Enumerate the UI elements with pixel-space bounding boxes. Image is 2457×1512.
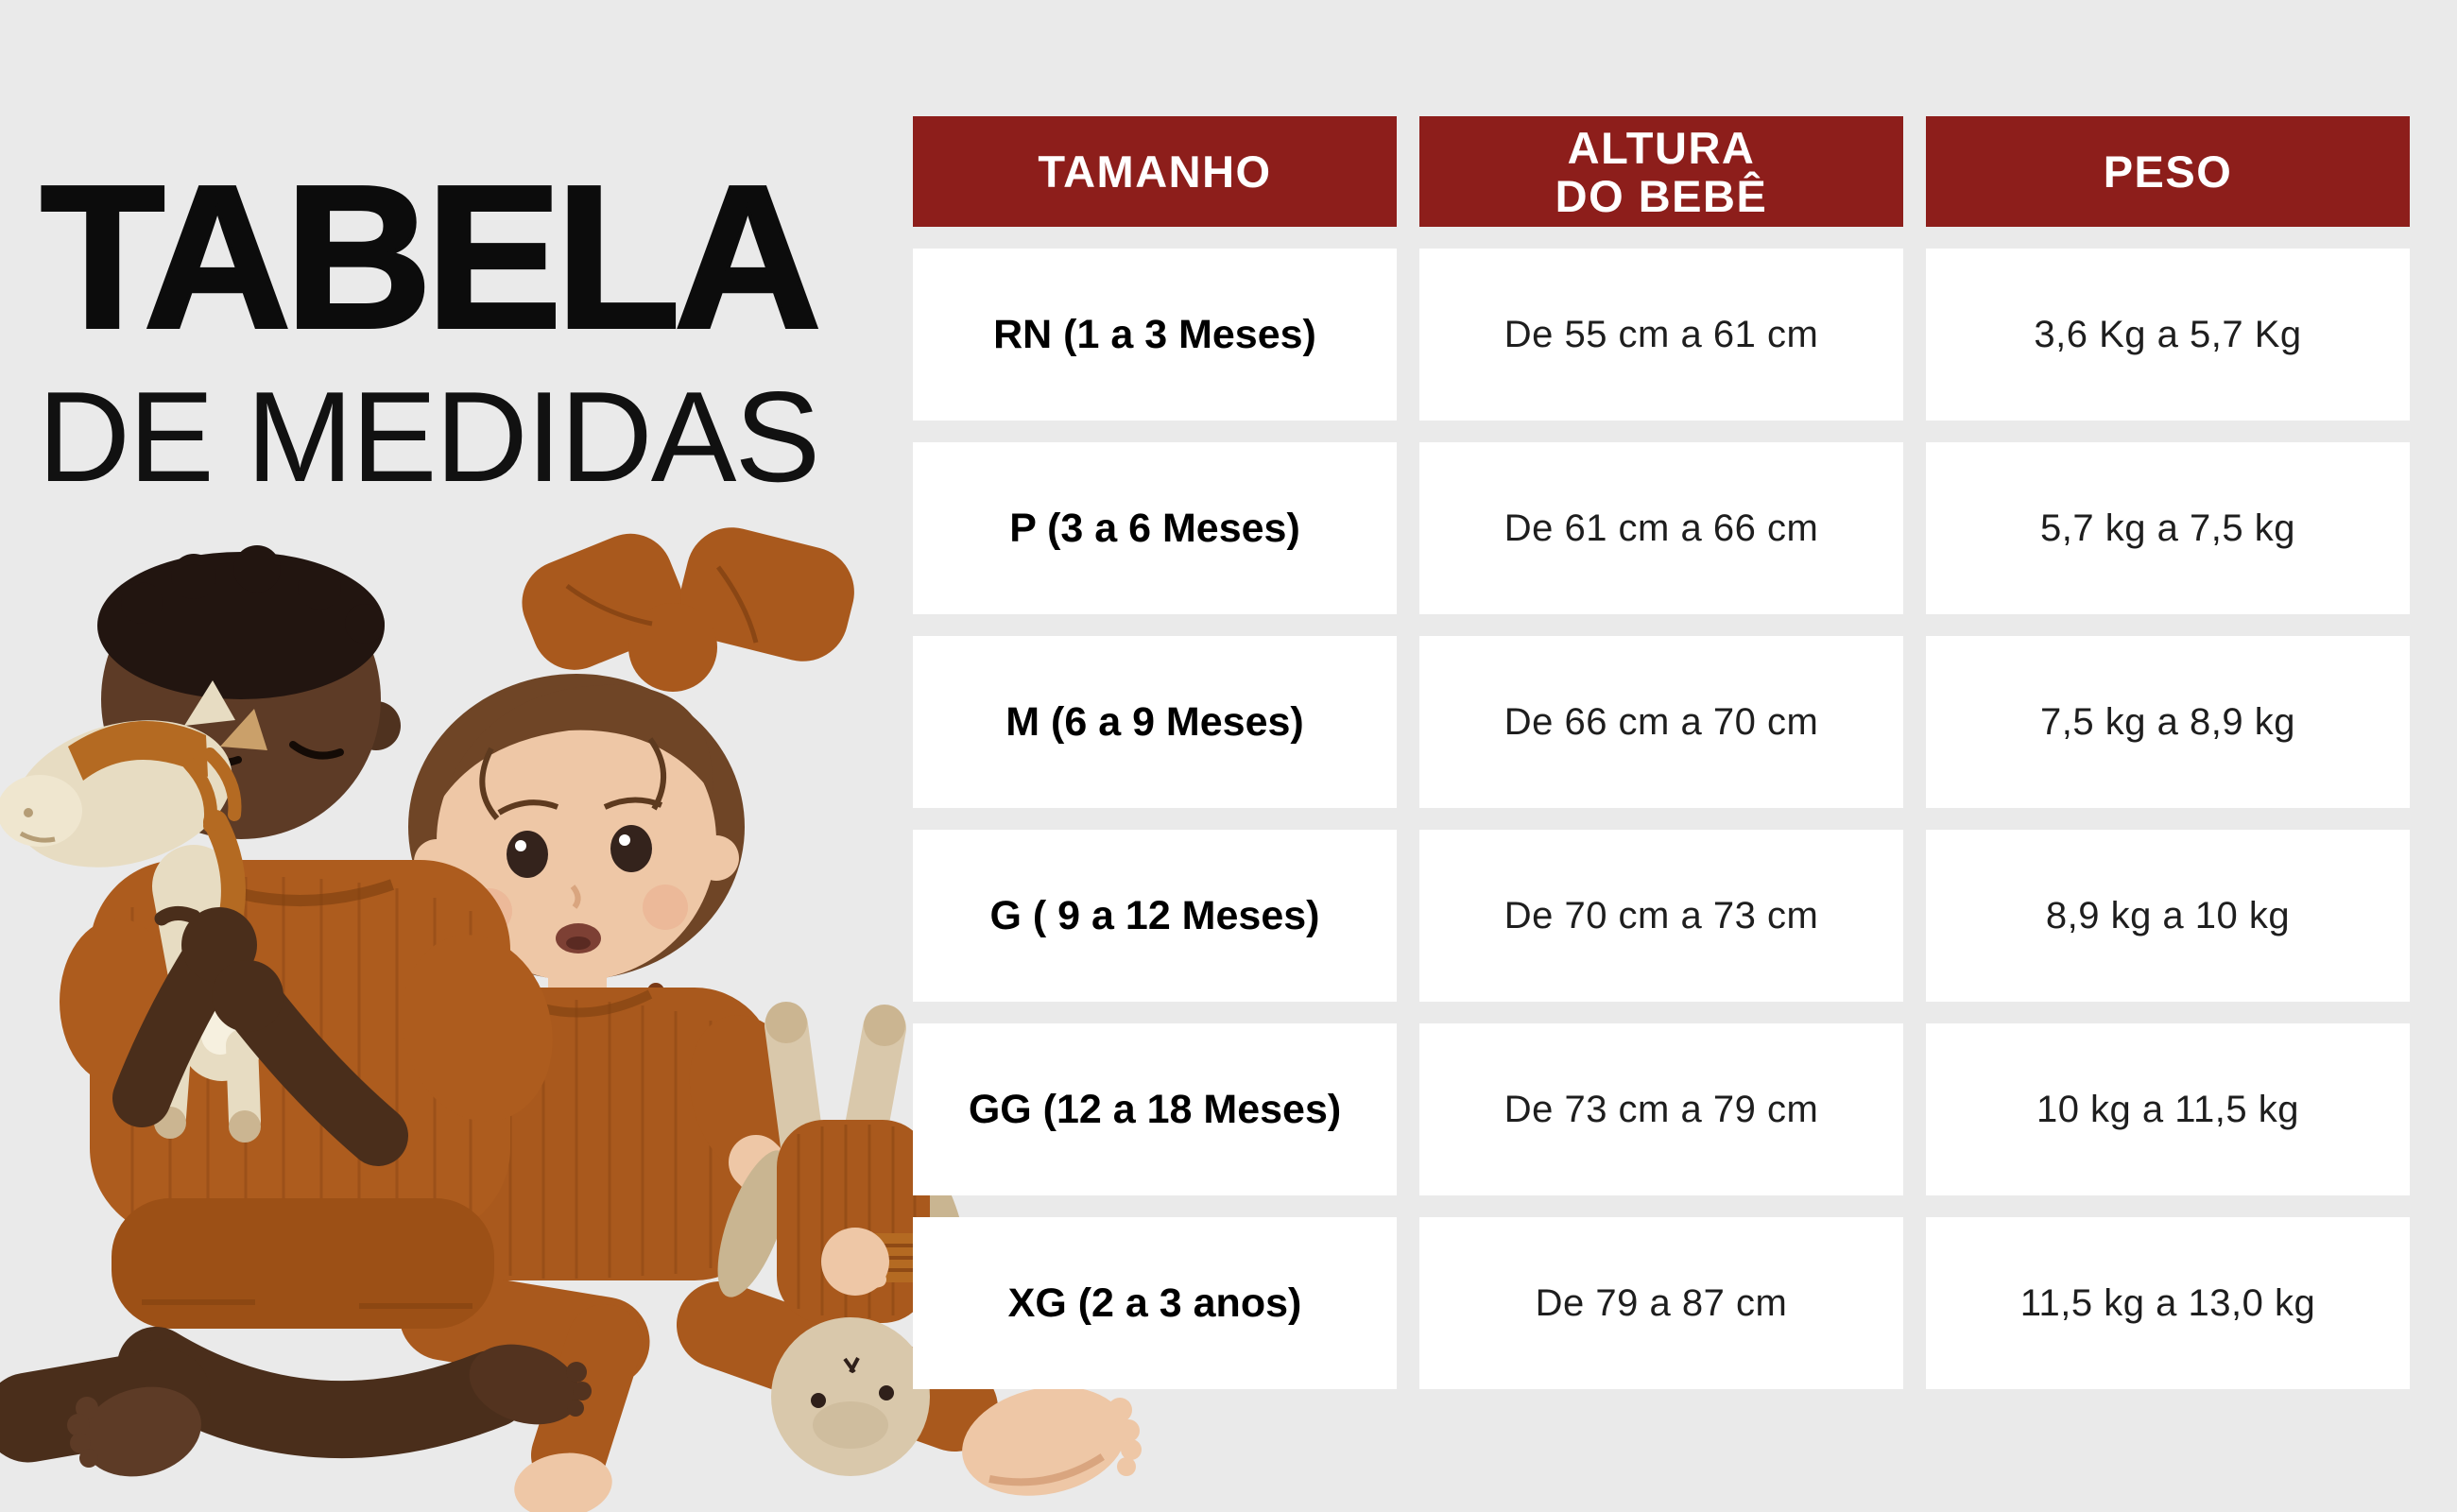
height-cell: De 61 cm a 66 cm — [1419, 442, 1903, 614]
size-table: TAMANHO ALTURA DO BEBÊ PESO RN (1 a 3 Me… — [913, 116, 2410, 1389]
plush-bunny — [717, 1002, 966, 1476]
header-line: DO BEBÊ — [1555, 170, 1768, 221]
babies-photo-illustration — [0, 527, 1142, 1512]
hair-bow — [522, 527, 854, 692]
header-line: ALTURA — [1567, 122, 1756, 173]
babies-photo — [0, 510, 1172, 1512]
boy-figure — [0, 545, 592, 1477]
title-line1: TABELA — [39, 143, 823, 370]
size-cell: XG (2 a 3 anos) — [913, 1217, 1397, 1389]
header-cell-tamanho: TAMANHO — [913, 116, 1397, 227]
page-title: TABELA DE MEDIDAS — [21, 143, 835, 508]
size-cell: RN (1 a 3 Meses) — [913, 249, 1397, 421]
girl-bare-foot — [962, 1386, 1126, 1496]
weight-cell: 5,7 kg a 7,5 kg — [1926, 442, 2410, 614]
header-cell-altura-do-bebe: ALTURA DO BEBÊ — [1419, 116, 1903, 227]
height-cell: De 70 cm a 73 cm — [1419, 830, 1903, 1002]
weight-cell: 3,6 Kg a 5,7 Kg — [1926, 249, 2410, 421]
weight-cell: 8,9 kg a 10 kg — [1926, 830, 2410, 1002]
header-cell-peso: PESO — [1926, 116, 2410, 227]
size-cell: G ( 9 a 12 Meses) — [913, 830, 1397, 1002]
height-cell: De 66 cm a 70 cm — [1419, 636, 1903, 808]
size-cell: GG (12 a 18 Meses) — [913, 1023, 1397, 1195]
weight-cell: 10 kg a 11,5 kg — [1926, 1023, 2410, 1195]
header-line: TAMANHO — [1038, 146, 1272, 197]
height-cell: De 55 cm a 61 cm — [1419, 249, 1903, 421]
weight-cell: 11,5 kg a 13,0 kg — [1926, 1217, 2410, 1389]
plush-horse — [0, 680, 408, 1166]
size-cell: P (3 a 6 Meses) — [913, 442, 1397, 614]
height-cell: De 79 a 87 cm — [1419, 1217, 1903, 1389]
title-line2: DE MEDIDAS — [37, 365, 820, 508]
height-cell: De 73 cm a 79 cm — [1419, 1023, 1903, 1195]
size-cell: M (6 a 9 Meses) — [913, 636, 1397, 808]
weight-cell: 7,5 kg a 8,9 kg — [1926, 636, 2410, 808]
header-line: PESO — [2103, 146, 2233, 197]
